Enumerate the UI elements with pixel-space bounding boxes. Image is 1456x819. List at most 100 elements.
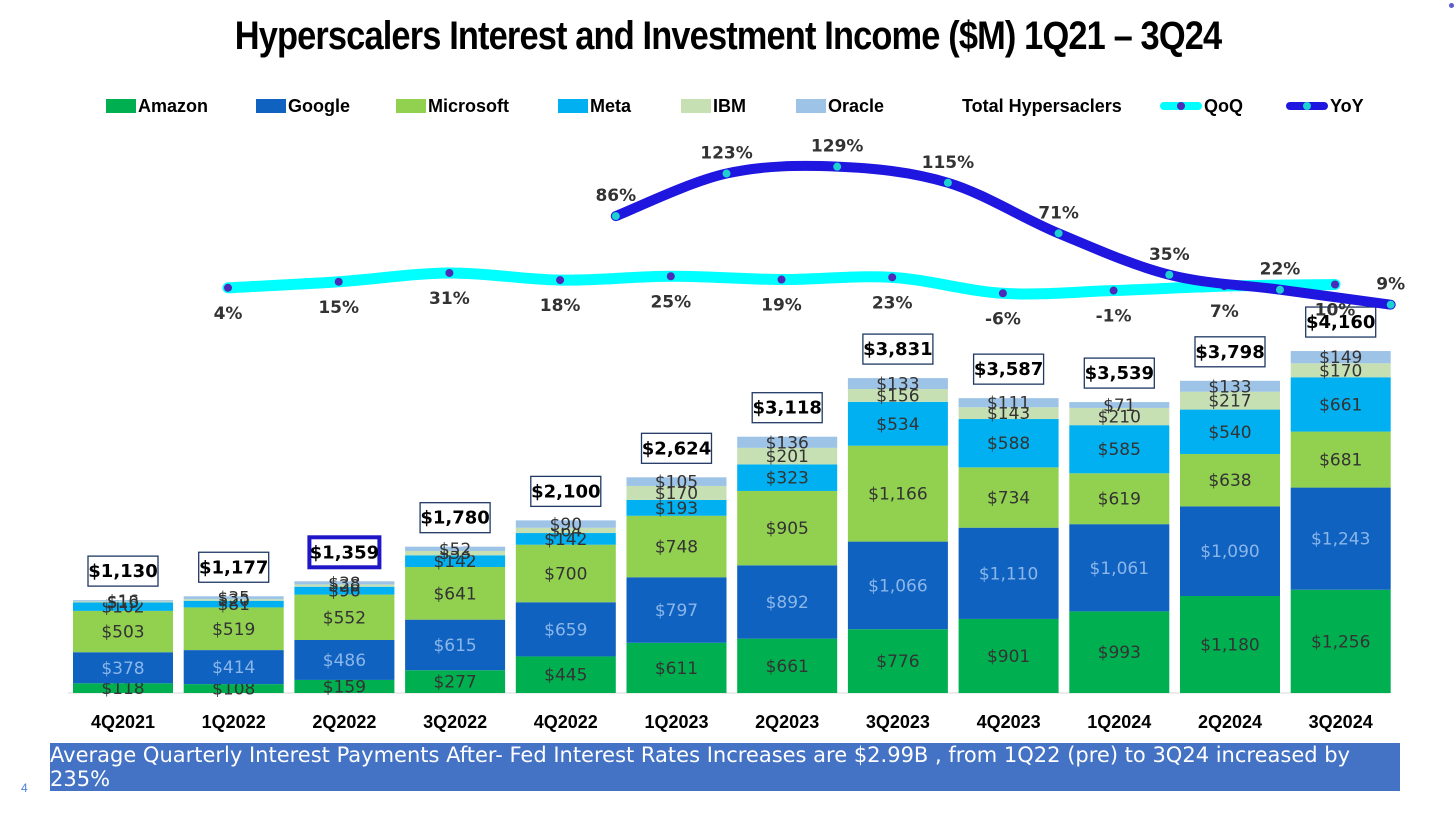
bar-microsoft-1Q2022 [183,607,284,651]
label-amazon-3Q2022: $277 [433,673,476,693]
x-tick-3Q2022: 3Q2022 [423,712,487,732]
bar-meta-1Q2023 [626,499,727,516]
label-meta-2Q2023: $323 [766,469,809,489]
label-amazon-4Q2023: $901 [987,647,1030,667]
legend-swatch-microsoft [396,99,426,113]
label-google-1Q2024: $1,061 [1090,559,1149,579]
legend-label-meta: Meta [590,95,632,116]
label-google-3Q2024: $1,243 [1311,530,1370,550]
bar-google-4Q2023 [958,527,1059,619]
qoq-point-3 [556,276,565,285]
yoy-point-1 [722,169,731,178]
total-box-2Q2022 [307,535,382,570]
label-google-3Q2022: $615 [433,636,476,656]
label-meta-3Q2024: $661 [1319,395,1362,415]
qoq-point-7 [998,289,1007,298]
bar-amazon-2Q2024 [1180,596,1280,693]
label-ibm-4Q2021: $13 [107,593,139,613]
label-meta-4Q2021: $102 [101,598,144,618]
qoq-label-0: 4% [214,304,243,324]
bar-microsoft-3Q2024 [1290,431,1391,488]
qoq-label-1: 15% [318,298,359,318]
label-amazon-3Q2024: $1,256 [1311,632,1370,652]
label-oracle-3Q2023: $133 [876,375,919,395]
qoq-point-6 [888,273,897,282]
total-label-4Q2022: $2,100 [531,481,600,502]
qoq-point-2 [445,268,454,277]
bar-amazon-4Q2023 [958,618,1059,693]
bar-oracle-3Q2023 [847,378,948,390]
total-box-3Q2022 [419,502,491,534]
legend-swatch-oracle [796,99,826,113]
total-box-3Q2023 [862,333,934,365]
x-tick-1Q2023: 1Q2023 [644,712,708,732]
legend-swatch-meta [558,99,588,113]
label-meta-2Q2024: $540 [1208,423,1251,443]
bar-google-3Q2023 [847,541,948,630]
label-microsoft-2Q2024: $638 [1208,471,1251,491]
yoy-label-1: 123% [700,144,753,164]
label-amazon-1Q2022: $108 [212,680,255,700]
bar-meta-4Q2021 [73,602,173,611]
label-amazon-2Q2022: $159 [323,677,366,697]
legend-label-oracle: Oracle [828,95,885,116]
label-oracle-4Q2023: $111 [987,394,1030,414]
bar-ibm-4Q2023 [958,407,1059,420]
label-ibm-3Q2023: $156 [876,386,919,406]
footer-banner: Average Quarterly Interest Payments Afte… [50,743,1400,791]
qoq-label-5: 19% [761,296,802,316]
label-oracle-4Q2022: $90 [550,515,582,535]
legend-label-amazon: Amazon [138,95,209,116]
label-microsoft-1Q2024: $619 [1098,490,1141,510]
bar-microsoft-4Q2023 [958,467,1059,528]
bar-amazon-3Q2023 [847,629,948,693]
chart-title: Hyperscalers Interest and Investment Inc… [234,14,1222,58]
yoy-label-3: 115% [922,153,975,173]
x-tick-4Q2023: 4Q2023 [977,712,1041,732]
legend-label-total: Total Hypersaclers [962,95,1122,116]
bar-google-2Q2023 [737,565,838,639]
bar-ibm-2Q2024 [1180,391,1280,410]
label-ibm-1Q2023: $170 [655,484,698,504]
label-google-3Q2023: $1,066 [868,576,927,596]
label-meta-3Q2022: $142 [433,552,476,572]
bar-ibm-2Q2022 [294,584,395,587]
qoq-point-8 [1109,286,1118,295]
yoy-label-2: 129% [811,137,864,157]
total-label-1Q2024: $3,539 [1085,363,1154,384]
qoq-point-1 [334,277,343,286]
bar-oracle-4Q2023 [958,398,1059,408]
total-label-3Q2023: $3,831 [863,339,932,360]
x-tick-2Q2022: 2Q2022 [312,712,376,732]
label-google-1Q2023: $797 [655,601,698,621]
qoq-label-3: 18% [540,296,581,316]
label-amazon-3Q2023: $776 [876,652,919,672]
label-amazon-2Q2024: $1,180 [1200,636,1259,656]
label-ibm-4Q2023: $143 [987,404,1030,424]
bar-ibm-2Q2023 [737,447,838,465]
total-label-3Q2024: $4,160 [1306,312,1375,333]
bar-ibm-3Q2024 [1290,363,1391,378]
x-tick-4Q2021: 4Q2021 [91,712,155,732]
legend-qoq: QoQ [1160,92,1243,120]
bar-oracle-2Q2023 [737,436,838,448]
bar-microsoft-2Q2022 [294,594,395,640]
qoq-label-6: 23% [872,293,913,313]
bar-microsoft-4Q2022 [515,544,616,603]
stacked-bar-chart: $118$378$503$102$13$164Q2021$1,130$108$4… [68,137,1405,732]
qoq-label-9: 7% [1210,302,1239,322]
label-ibm-1Q2024: $210 [1098,408,1141,428]
total-label-1Q2023: $2,624 [642,438,711,459]
bar-microsoft-1Q2023 [626,515,727,578]
bar-ibm-3Q2022 [405,550,506,556]
label-meta-4Q2022: $142 [544,530,587,550]
yoy-line [610,160,1396,310]
bar-meta-4Q2022 [515,533,616,545]
legend-microsoft: Microsoft [396,92,509,120]
bar-google-2Q2022 [294,639,395,680]
bar-meta-2Q2024 [1180,409,1280,454]
bar-meta-1Q2022 [183,600,284,608]
label-amazon-4Q2021: $118 [101,679,144,699]
yoy-point-6 [1276,285,1284,294]
label-meta-1Q2024: $585 [1098,440,1141,460]
